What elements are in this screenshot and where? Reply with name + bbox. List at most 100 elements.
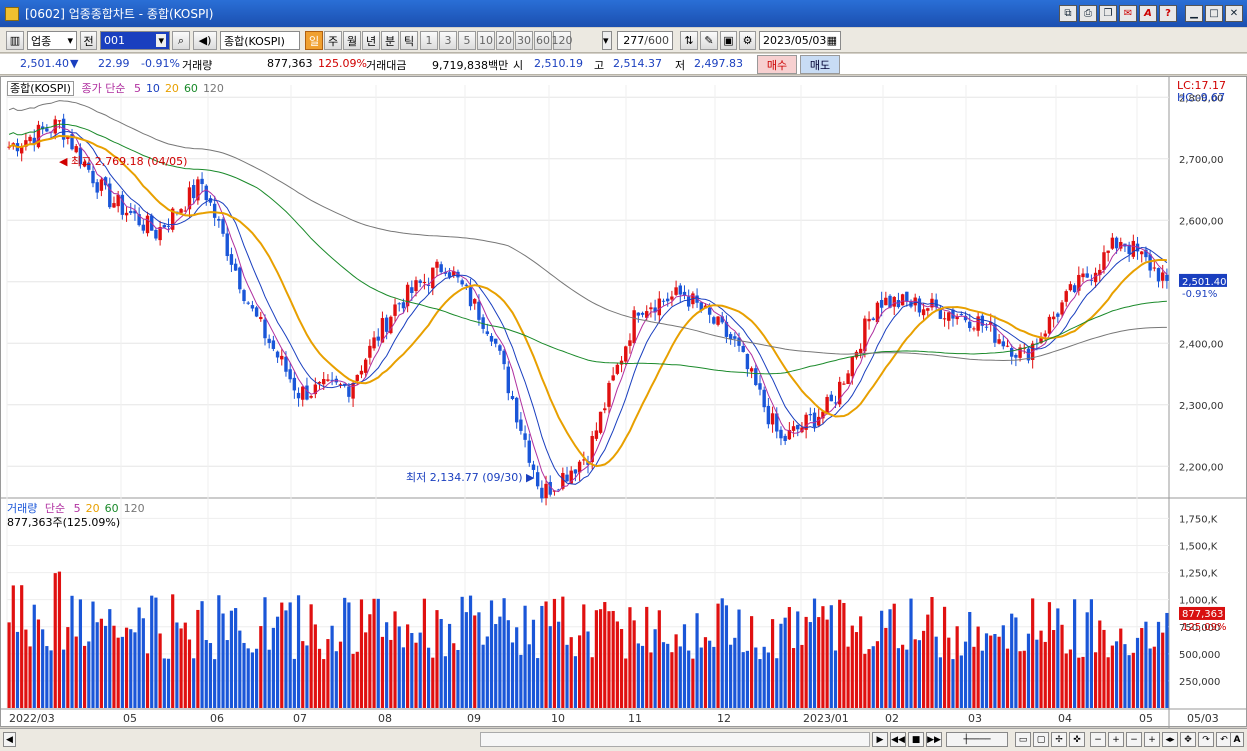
scroll-thumb[interactable] bbox=[480, 732, 870, 747]
volume-bar bbox=[917, 640, 922, 708]
fast-forward-icon[interactable]: ▶▶ bbox=[926, 732, 942, 747]
title-bar: [0602] 업종종합차트 - 종합(KOSPI) ⧉ ⎙ ❐ ✉ A ? ▁ … bbox=[0, 0, 1247, 27]
pin-icon[interactable]: ⇅ bbox=[680, 31, 698, 50]
hc-label: HC:-9.67 bbox=[1177, 91, 1225, 104]
app-icon bbox=[5, 6, 19, 21]
candle-body bbox=[707, 307, 712, 315]
print-icon[interactable]: ⎙ bbox=[1079, 5, 1097, 22]
volume-bar bbox=[49, 650, 53, 708]
count-field[interactable]: 277/600 bbox=[617, 31, 673, 50]
volume-bar bbox=[343, 597, 347, 708]
quote-change: 22.99 bbox=[98, 57, 130, 70]
volume-bar bbox=[1102, 629, 1106, 708]
volume-bar bbox=[833, 650, 838, 708]
buy-button[interactable]: 매수 bbox=[757, 55, 797, 74]
interval-button[interactable]: 3 bbox=[439, 31, 457, 50]
market-select[interactable]: 업종 ▾ bbox=[27, 31, 77, 50]
volume-bar bbox=[422, 598, 426, 708]
copy-icon[interactable]: ❐ bbox=[1099, 5, 1117, 22]
select-icon[interactable]: ▢ bbox=[1033, 732, 1049, 747]
interval-button[interactable]: 1 bbox=[420, 31, 438, 50]
y-tick-label: 2,700,00 bbox=[1179, 155, 1224, 166]
minus-icon[interactable]: − bbox=[1126, 732, 1142, 747]
volume-bar bbox=[804, 616, 808, 708]
speaker-icon[interactable]: ◀) bbox=[193, 31, 217, 50]
candle-body bbox=[577, 461, 582, 473]
prev-button[interactable]: 전 bbox=[80, 31, 97, 50]
period-button[interactable]: 주 bbox=[324, 31, 342, 50]
interval-dropdown[interactable]: ▾ bbox=[602, 31, 612, 50]
save-icon[interactable]: ▣ bbox=[720, 31, 737, 50]
volume-bar bbox=[884, 627, 888, 708]
redo-icon[interactable]: ↷ bbox=[1198, 732, 1214, 747]
candle-body bbox=[217, 218, 221, 221]
chart-svg[interactable]: 2,800,002,700,002,600,002,500,002,400,00… bbox=[1, 77, 1247, 728]
candle-body bbox=[1077, 274, 1081, 291]
chart-tool-icon[interactable]: ✜ bbox=[1069, 732, 1085, 747]
chart-type-icon[interactable]: ▥ bbox=[6, 31, 24, 50]
candle-body bbox=[473, 299, 477, 304]
volume-bar bbox=[1081, 656, 1085, 708]
magnifier-icon[interactable]: ⌕ bbox=[172, 31, 190, 50]
expand-icon[interactable]: ◂▸ bbox=[1162, 732, 1178, 747]
ma-period-label: 5 bbox=[133, 82, 141, 95]
maximize-icon[interactable]: □ bbox=[1205, 5, 1223, 22]
candle-body bbox=[762, 389, 766, 408]
scroll-left-icon[interactable]: ◀ bbox=[3, 732, 16, 747]
interval-button[interactable]: 20 bbox=[496, 31, 514, 50]
sell-button[interactable]: 매도 bbox=[800, 55, 840, 74]
chart-area[interactable]: 2,800,002,700,002,600,002,500,002,400,00… bbox=[0, 76, 1247, 728]
code-input[interactable]: 001 ▾ bbox=[100, 31, 170, 50]
zoom-out-icon[interactable]: − bbox=[1090, 732, 1106, 747]
move-icon[interactable]: ✥ bbox=[1180, 732, 1196, 747]
interval-button[interactable]: 120 bbox=[552, 31, 573, 50]
period-button[interactable]: 년 bbox=[362, 31, 380, 50]
zoom-in-icon[interactable]: + bbox=[1108, 732, 1124, 747]
volume-tick-label: 500,000 bbox=[1179, 650, 1220, 661]
volume-legend-name[interactable]: 거래량 bbox=[7, 502, 38, 515]
stop-icon[interactable]: ■ bbox=[908, 732, 924, 747]
minimize-icon[interactable]: ▁ bbox=[1185, 5, 1203, 22]
draw-icon[interactable]: ✎ bbox=[700, 31, 718, 50]
crosshair-icon[interactable]: ✢ bbox=[1051, 732, 1067, 747]
candle-body bbox=[980, 315, 985, 326]
help-icon[interactable]: ? bbox=[1159, 5, 1177, 22]
candle-body bbox=[116, 194, 120, 207]
zoom-slider[interactable]: ┼──── bbox=[946, 732, 1008, 747]
candle-body bbox=[770, 413, 775, 425]
candle-body bbox=[1114, 237, 1119, 249]
period-button[interactable]: 월 bbox=[343, 31, 361, 50]
candle-body bbox=[997, 339, 1001, 344]
interval-button[interactable]: 60 bbox=[534, 31, 552, 50]
link-icon[interactable]: ⧉ bbox=[1059, 5, 1077, 22]
close-icon[interactable]: ✕ bbox=[1225, 5, 1243, 22]
chevron-down-icon: ▾ bbox=[67, 34, 73, 47]
y-tick-label: 2,300,00 bbox=[1179, 401, 1224, 412]
text-tool-icon[interactable]: A bbox=[1230, 732, 1244, 747]
volume-bar bbox=[351, 653, 355, 708]
candle-body bbox=[779, 429, 783, 439]
volume-bar bbox=[154, 597, 158, 708]
rewind-icon[interactable]: ◀◀ bbox=[890, 732, 906, 747]
interval-button[interactable]: 5 bbox=[458, 31, 476, 50]
candle-body bbox=[670, 296, 674, 300]
interval-button[interactable]: 30 bbox=[515, 31, 533, 50]
volume-bar bbox=[1047, 602, 1052, 708]
volume-bar bbox=[502, 598, 506, 708]
interval-button[interactable]: 10 bbox=[477, 31, 495, 50]
chart-scrollbar[interactable]: ◀ ▶ ◀◀ ■ ▶▶ ┼──── ▭ ▢ ✢ ✜ − + − + ◂▸ ✥ ↷… bbox=[0, 728, 1247, 751]
alert-icon[interactable]: ✉ bbox=[1119, 5, 1137, 22]
date-input[interactable]: 2023/05/03 ▦ bbox=[759, 31, 841, 50]
candle-body bbox=[1081, 273, 1085, 278]
font-icon[interactable]: A bbox=[1139, 5, 1157, 22]
price-legend-name[interactable]: 종합(KOSPI) bbox=[7, 81, 74, 96]
fit-icon[interactable]: ▭ bbox=[1015, 732, 1031, 747]
scroll-right-icon[interactable]: ▶ bbox=[872, 732, 888, 747]
period-button[interactable]: 일 bbox=[305, 31, 323, 50]
candle-body bbox=[1119, 241, 1123, 249]
plus-icon[interactable]: + bbox=[1144, 732, 1160, 747]
settings-gear-icon[interactable]: ⚙ bbox=[739, 31, 756, 50]
candle-body bbox=[309, 396, 313, 398]
period-button[interactable]: 틱 bbox=[400, 31, 418, 50]
period-button[interactable]: 분 bbox=[381, 31, 399, 50]
